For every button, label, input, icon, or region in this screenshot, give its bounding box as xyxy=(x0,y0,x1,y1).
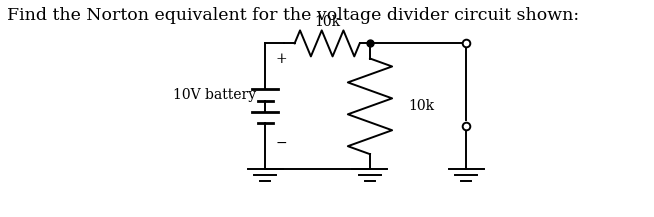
Text: +: + xyxy=(275,52,287,66)
Text: −: − xyxy=(275,136,287,150)
Text: 10V battery: 10V battery xyxy=(173,89,256,102)
Text: 10k: 10k xyxy=(408,99,434,113)
Text: 10k: 10k xyxy=(314,15,340,29)
Text: Find the Norton equivalent for the voltage divider circuit shown:: Find the Norton equivalent for the volta… xyxy=(7,7,579,23)
